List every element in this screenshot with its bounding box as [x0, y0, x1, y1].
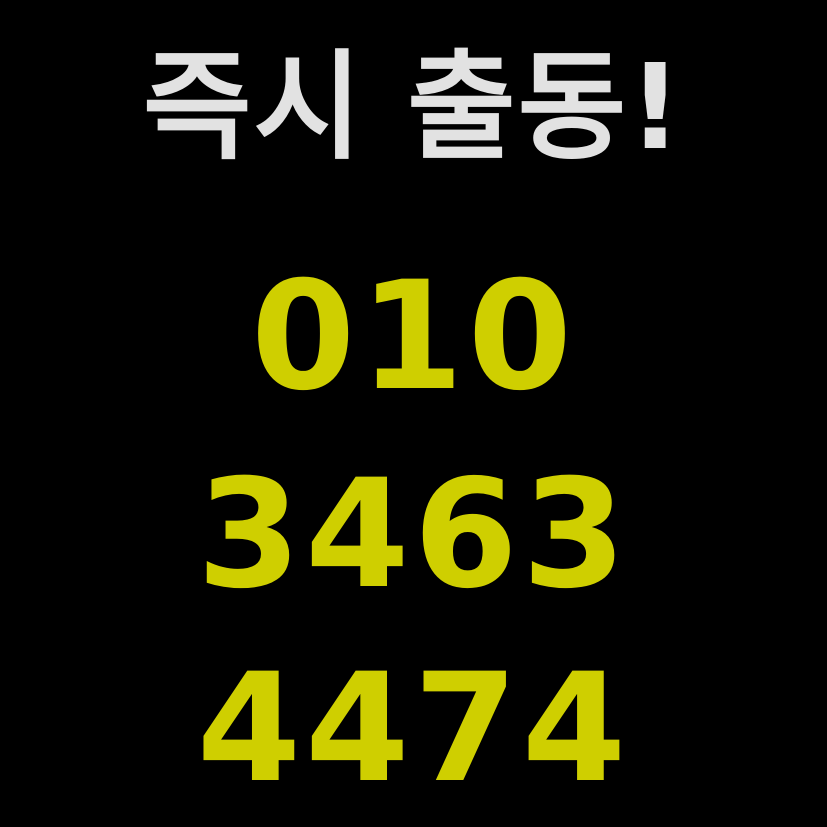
phone-number-part-3: 4474 — [196, 642, 631, 816]
phone-number-part-1: 010 — [250, 250, 577, 424]
headline-text: 즉시 출동! — [142, 38, 685, 176]
phone-number-part-2: 3463 — [196, 448, 631, 622]
